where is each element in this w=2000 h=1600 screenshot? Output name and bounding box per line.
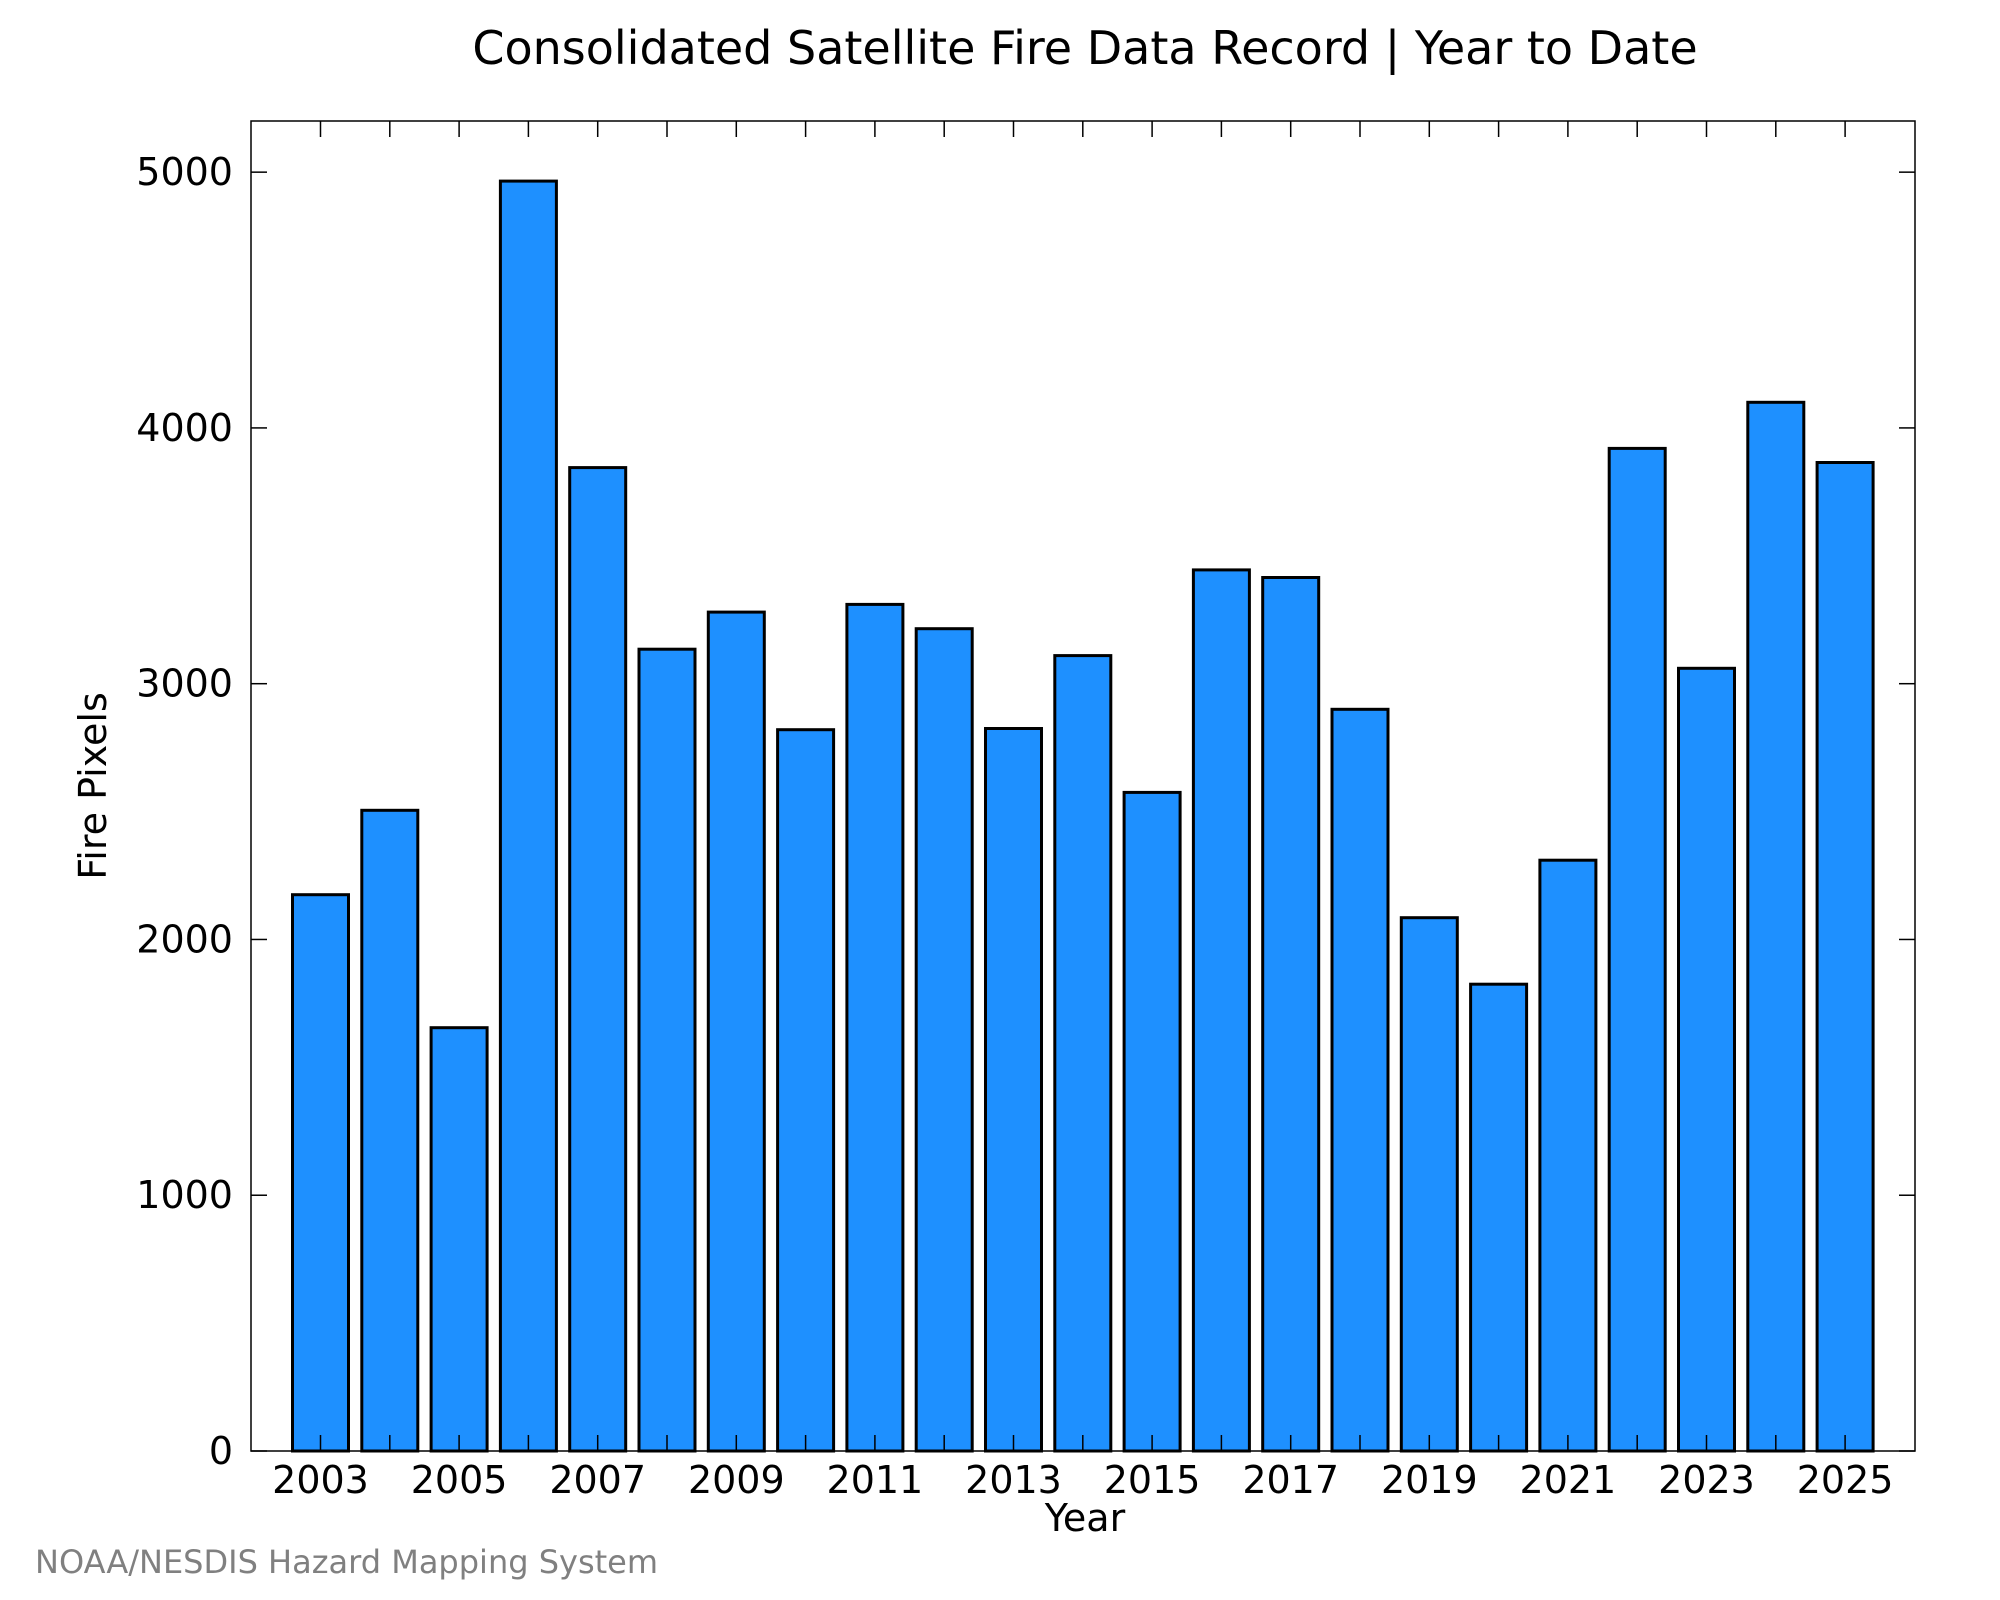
bar-2012 [914,627,974,1453]
bar-2009 [706,610,766,1453]
x-tick-label: 2005 [411,1458,508,1502]
y-tick-label: 2000 [136,917,233,961]
bar-2010 [776,728,836,1453]
bar-2003 [291,893,350,1453]
x-tick-label: 2019 [1381,1458,1478,1502]
y-axis-label: Fire Pixels [71,692,115,880]
bar-2007 [568,466,628,1453]
chart-title: Consolidated Satellite Fire Data Record … [472,21,1697,76]
y-tick-label: 0 [209,1429,233,1473]
bar-2022 [1607,446,1667,1453]
y-tick-label: 3000 [136,662,233,706]
ticks-layer: 0 1000 2000 3000 4000 5000 2003 2005 2007 2009 201… [136,121,1915,1502]
bar-2025 [1815,461,1875,1453]
bar-2015 [1122,790,1182,1453]
x-tick-label: 2015 [1104,1458,1201,1502]
bar-2021 [1538,858,1598,1453]
x-tick-label: 2007 [549,1458,646,1502]
bar-2023 [1677,666,1736,1453]
x-tick-label: 2017 [1242,1458,1339,1502]
bar-2020 [1469,982,1529,1453]
y-tick-label: 1000 [136,1173,233,1217]
x-tick-label: 2021 [1520,1458,1617,1502]
bar-2013 [984,727,1043,1453]
x-tick-label: 2011 [827,1458,924,1502]
bar-2017 [1261,576,1321,1453]
y-tick-label: 5000 [136,150,233,194]
bar-2011 [845,602,905,1453]
x-axis-label: Year [1044,1496,1126,1540]
x-tick-label: 2009 [688,1458,785,1502]
x-tick-label: 2025 [1797,1458,1894,1502]
bar-2019 [1399,916,1459,1453]
bar-2004 [360,808,420,1453]
bar-2008 [637,647,697,1453]
bar-2006 [498,179,558,1453]
x-tick-label: 2003 [272,1458,369,1502]
bar-2016 [1191,568,1251,1453]
y-tick-label: 4000 [136,406,233,450]
bar-2024 [1746,400,1806,1453]
x-tick-label: 2013 [965,1458,1062,1502]
credit-text: NOAA/NESDIS Hazard Mapping System [35,1543,658,1581]
bars-layer [291,179,1875,1453]
bar-2018 [1330,707,1390,1453]
x-tick-label: 2023 [1658,1458,1755,1502]
bar-2005 [429,1026,489,1453]
bar-2014 [1053,654,1113,1453]
